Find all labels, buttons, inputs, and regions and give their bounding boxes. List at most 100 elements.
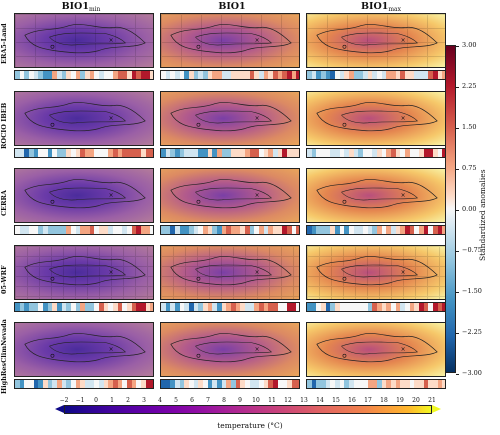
anomaly-cell [29,149,35,157]
map-field [307,246,445,299]
anomaly-cell [165,226,171,234]
anomaly-strip [14,148,154,158]
anomaly-cell [335,380,341,388]
anomaly-cell [381,149,387,157]
temperature-tick: −1 [75,397,85,404]
anomaly-cell [330,226,336,234]
anomaly-cell [358,149,364,157]
anomaly-cell [15,380,21,388]
anomaly-cell [207,149,213,157]
anomaly-cell [47,380,53,388]
column-title-main: BIO1 [360,1,389,12]
station-marker: × [255,38,260,44]
anomaly-cell [207,226,213,234]
anomaly-cell [47,71,53,79]
inner-contour [195,341,273,355]
anomaly-cell [428,226,434,234]
anomaly-cell [235,71,241,79]
anomaly-cell [150,71,153,79]
outer-contour [316,256,438,286]
temperature-tick: 16 [348,397,356,404]
anomaly-cell [367,71,373,79]
terrain-contours: × [316,24,438,54]
anomaly-cell [141,380,147,388]
terrain-contours: × [170,24,292,54]
terrain-contours: × [316,333,438,363]
anomaly-cell [428,303,434,311]
anomaly-cell [344,380,350,388]
anomaly-cell [377,226,383,234]
anomaly-cell [52,380,58,388]
anomaly-cell [24,303,30,311]
anomaly-cell [391,380,397,388]
anomaly-cell [321,380,327,388]
anomaly-cell [19,380,25,388]
anomaly-cell [400,380,406,388]
anomaly-cell [235,226,241,234]
anomaly-cell [221,149,227,157]
anomaly-cell [344,71,350,79]
anomaly-cell [335,303,341,311]
anomaly-cell [307,226,313,234]
temperature-tick: 20 [412,397,420,404]
anomaly-cell [249,380,255,388]
anomaly-cell [71,149,77,157]
anomaly-cell [428,71,434,79]
outer-contour [170,333,292,363]
anomaly-cell [131,149,137,157]
anomaly-strip [160,302,300,312]
anomaly-cell [395,149,401,157]
anomaly-cell [433,380,439,388]
anomaly-cell [85,149,91,157]
anomaly-cell [38,71,44,79]
anomaly-cell [80,303,86,311]
anomaly-cell [170,71,176,79]
anomaly-cell [245,380,251,388]
inner-contour [341,32,419,46]
anomaly-cell [145,149,151,157]
anomaly-cell [358,226,364,234]
anomaly-cell [131,380,137,388]
anomaly-cell [349,71,355,79]
anomaly-cell [263,303,269,311]
anomaly-cell [395,303,401,311]
anomaly-cell [61,226,67,234]
anomaly-cell [33,226,39,234]
anomaly-cell [113,226,119,234]
anomaly-cell [47,303,53,311]
anomaly-cell [437,71,443,79]
anomaly-cell [145,380,151,388]
temperature-tick: 15 [332,397,340,404]
anomaly-cell [277,380,283,388]
anomaly-cell [221,226,227,234]
anomaly-cell [291,303,297,311]
anomaly-cell [409,380,415,388]
anomaly-cell [321,71,327,79]
anomaly-cell [136,71,142,79]
inner-contour [195,264,273,278]
anomaly-cell [150,303,153,311]
anomaly-cell [131,303,137,311]
anomaly-cell [43,149,49,157]
anomaly-cell [287,226,293,234]
anomaly-cell [89,149,95,157]
anomaly-cell [409,149,415,157]
anomaly-cell [175,380,181,388]
anomaly-cell [24,149,30,157]
map-field [15,169,153,222]
anomaly-cell [240,149,246,157]
anomaly-cell [89,226,95,234]
anomaly-cell [217,380,223,388]
station-marker: × [255,347,260,353]
terrain-contours: × [24,24,146,54]
anomaly-cell [131,71,137,79]
anomaly-cell [405,380,411,388]
terrain-contours: × [316,256,438,286]
station-marker [196,44,201,49]
anomaly-cell [226,71,232,79]
anomaly-cell [94,380,100,388]
map-panel: × [306,13,446,68]
temperature-tick: 7 [206,397,210,404]
anomaly-cell [287,303,293,311]
terrain-contours: × [170,333,292,363]
